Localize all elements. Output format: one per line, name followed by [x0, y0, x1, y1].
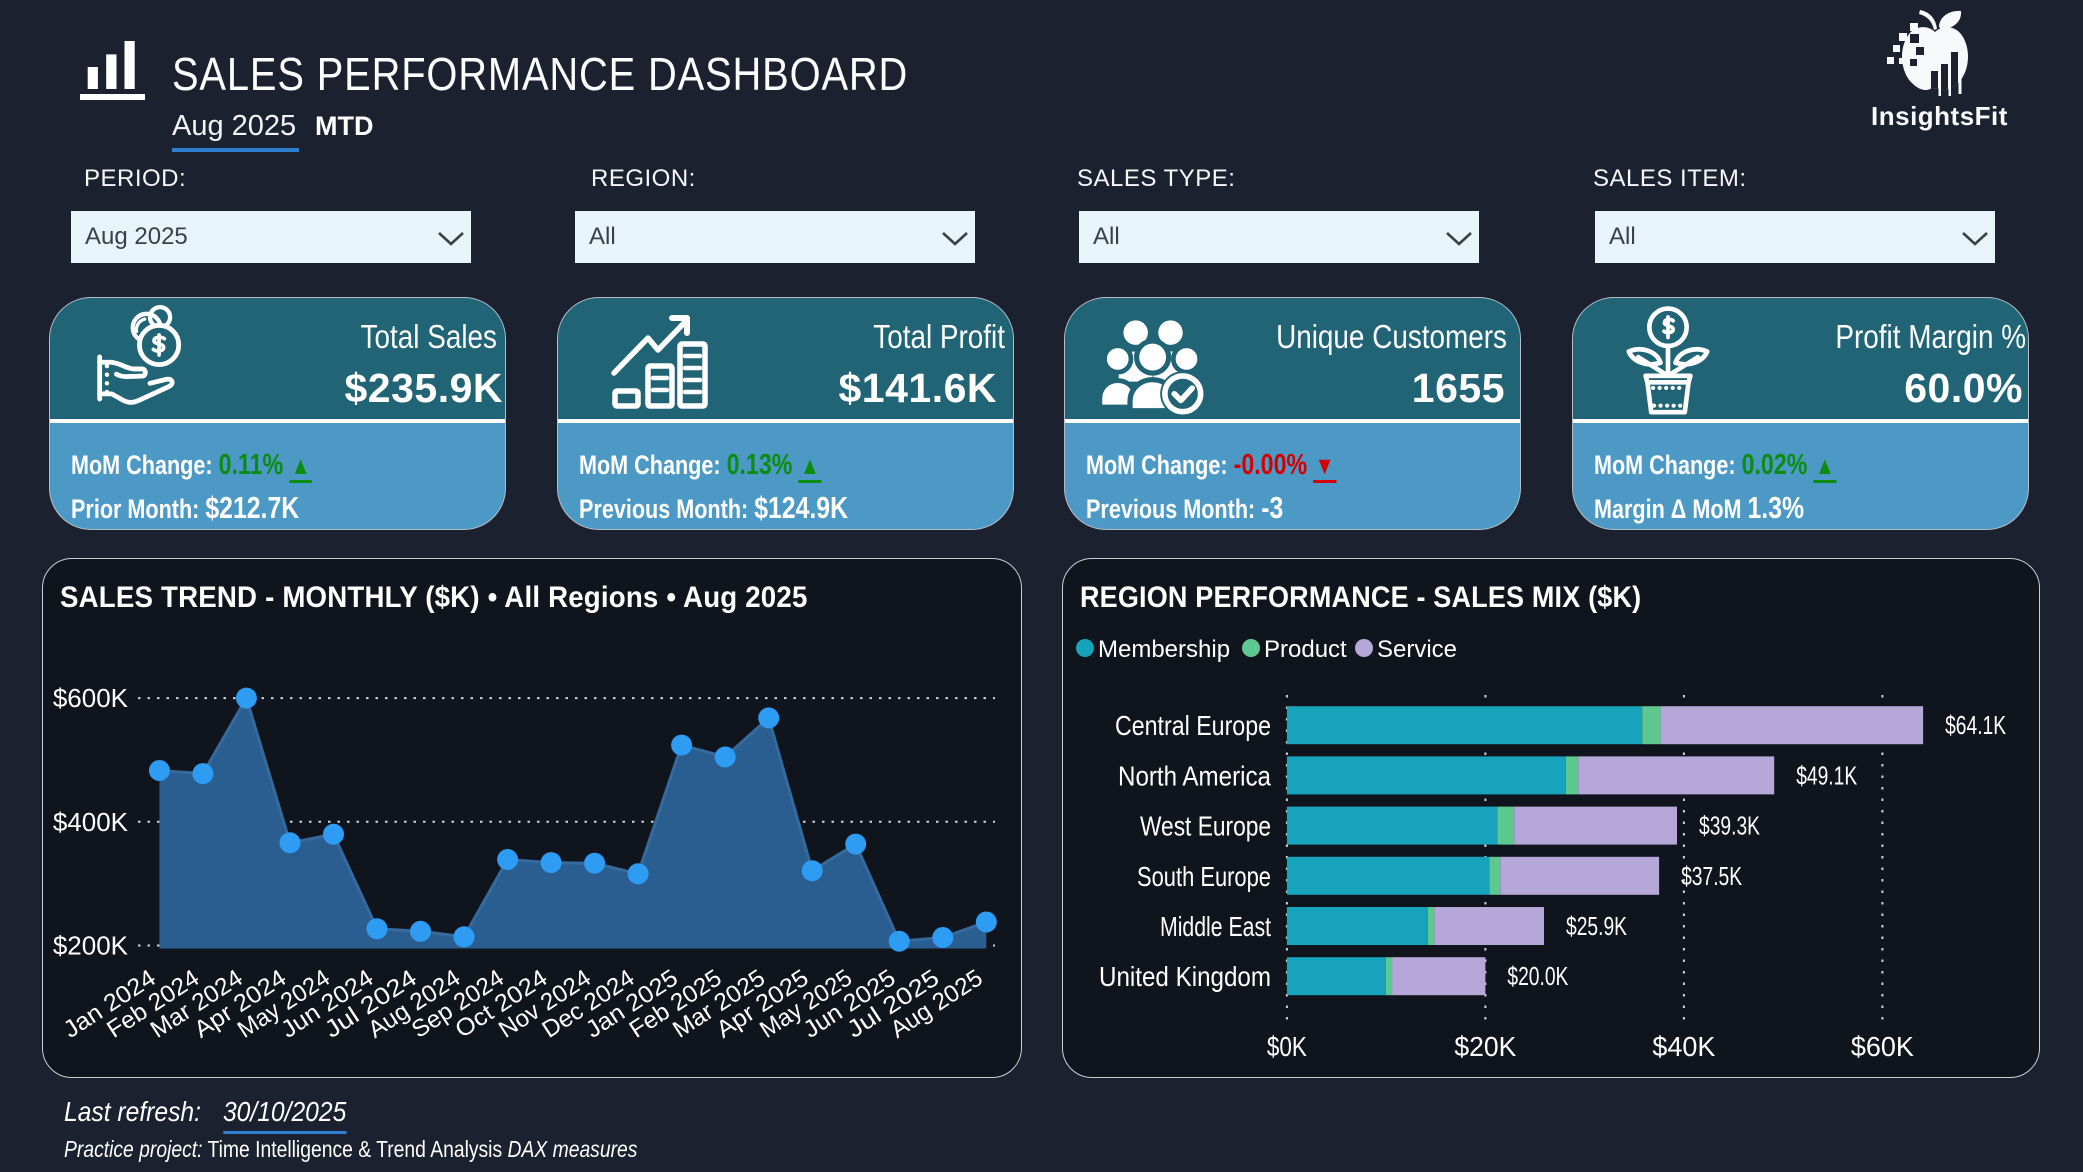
- svg-text:$39.3K: $39.3K: [1699, 811, 1760, 841]
- svg-text:North America: North America: [1118, 760, 1271, 791]
- svg-text:Middle East: Middle East: [1160, 911, 1271, 942]
- svg-text:$200K: $200K: [53, 931, 129, 961]
- svg-text:South Europe: South Europe: [1137, 861, 1271, 892]
- svg-text:$49.1K: $49.1K: [1796, 760, 1857, 790]
- svg-text:United Kingdom: United Kingdom: [1099, 961, 1271, 992]
- svg-text:West Europe: West Europe: [1140, 811, 1271, 842]
- svg-text:$64.1K: $64.1K: [1945, 710, 2006, 740]
- svg-text:$20.0K: $20.0K: [1507, 961, 1568, 991]
- svg-text:$0K: $0K: [1267, 1031, 1307, 1062]
- svg-text:Service: Service: [1377, 636, 1457, 663]
- svg-text:Membership: Membership: [1098, 636, 1230, 663]
- svg-text:Product: Product: [1264, 636, 1347, 663]
- svg-text:$60K: $60K: [1851, 1031, 1914, 1062]
- svg-text:$40K: $40K: [1652, 1031, 1715, 1062]
- svg-text:$600K: $600K: [53, 683, 129, 713]
- svg-text:$25.9K: $25.9K: [1566, 911, 1627, 941]
- svg-text:$37.5K: $37.5K: [1681, 861, 1742, 891]
- svg-text:$400K: $400K: [53, 807, 129, 837]
- svg-text:Central Europe: Central Europe: [1115, 710, 1271, 741]
- svg-text:$20K: $20K: [1454, 1031, 1516, 1062]
